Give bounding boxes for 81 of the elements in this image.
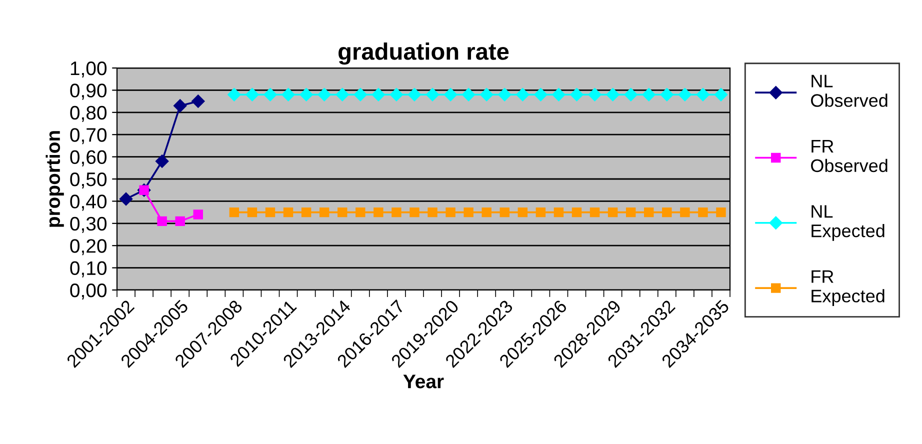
- point: [626, 207, 636, 218]
- point: [518, 207, 528, 218]
- legend-label: FR Expected: [812, 270, 884, 306]
- point: [318, 88, 331, 102]
- legend-label: NL Observed: [811, 74, 888, 107]
- y-tick-label: 0,10: [70, 261, 107, 278]
- point: [536, 207, 546, 218]
- point: [157, 216, 167, 226]
- point: [696, 88, 710, 102]
- y-tick-label: 0,70: [70, 128, 107, 144]
- legend-label: FR Observed: [811, 140, 888, 172]
- point: [155, 154, 169, 168]
- point: [662, 207, 672, 218]
- point: [572, 207, 582, 218]
- y-tick-label: 0,90: [70, 84, 107, 100]
- point: [482, 207, 492, 218]
- point: [678, 88, 692, 102]
- y-tick-label: 0,80: [70, 106, 107, 122]
- x-axis-title: Year: [403, 374, 444, 388]
- point: [642, 88, 656, 102]
- point: [319, 207, 330, 218]
- point: [228, 88, 241, 102]
- y-tick-label: 0,20: [70, 239, 107, 256]
- point: [624, 88, 638, 102]
- point: [301, 207, 312, 218]
- point: [570, 88, 584, 102]
- point: [119, 192, 133, 206]
- point: [372, 88, 386, 102]
- y-tick-label: 0,00: [70, 283, 107, 300]
- point: [283, 207, 294, 218]
- point: [698, 207, 708, 218]
- point: [552, 88, 566, 102]
- point: [192, 94, 205, 108]
- point: [714, 88, 728, 102]
- point: [374, 207, 384, 218]
- point: [300, 88, 313, 102]
- point: [174, 99, 187, 112]
- point: [247, 207, 258, 218]
- point: [660, 88, 674, 102]
- point: [356, 207, 366, 218]
- point: [464, 207, 474, 218]
- y-tick-label: 0,30: [70, 216, 107, 233]
- point: [193, 210, 203, 220]
- point: [608, 207, 618, 218]
- y-tick-label: 0,40: [70, 194, 107, 211]
- point: [410, 207, 420, 218]
- point: [246, 88, 259, 102]
- point: [282, 88, 295, 102]
- point: [428, 207, 438, 218]
- point: [680, 207, 690, 218]
- point: [500, 207, 510, 218]
- point: [175, 216, 185, 226]
- point: [644, 207, 654, 218]
- point: [444, 88, 458, 102]
- point: [516, 88, 530, 102]
- point: [554, 207, 564, 218]
- point: [392, 207, 402, 218]
- y-tick-label: 0,60: [70, 150, 107, 166]
- point: [408, 88, 422, 102]
- point: [354, 88, 367, 102]
- point: [229, 207, 240, 218]
- point: [426, 88, 440, 102]
- point: [606, 88, 620, 102]
- y-axis-title: proportion: [46, 131, 64, 227]
- point: [498, 88, 512, 102]
- point: [446, 207, 456, 218]
- point: [480, 88, 494, 102]
- legend-label: NL Expected: [812, 205, 884, 241]
- point: [265, 207, 276, 218]
- point: [588, 88, 602, 102]
- point: [338, 207, 348, 218]
- point: [336, 88, 349, 102]
- point: [462, 88, 476, 102]
- y-tick-label: 1,00: [70, 61, 107, 78]
- point: [716, 207, 726, 218]
- point: [534, 88, 548, 102]
- point: [264, 88, 277, 102]
- y-tick-label: 0,50: [70, 172, 107, 189]
- point: [590, 207, 600, 218]
- point: [390, 88, 404, 102]
- chart-title: graduation rate: [338, 42, 509, 65]
